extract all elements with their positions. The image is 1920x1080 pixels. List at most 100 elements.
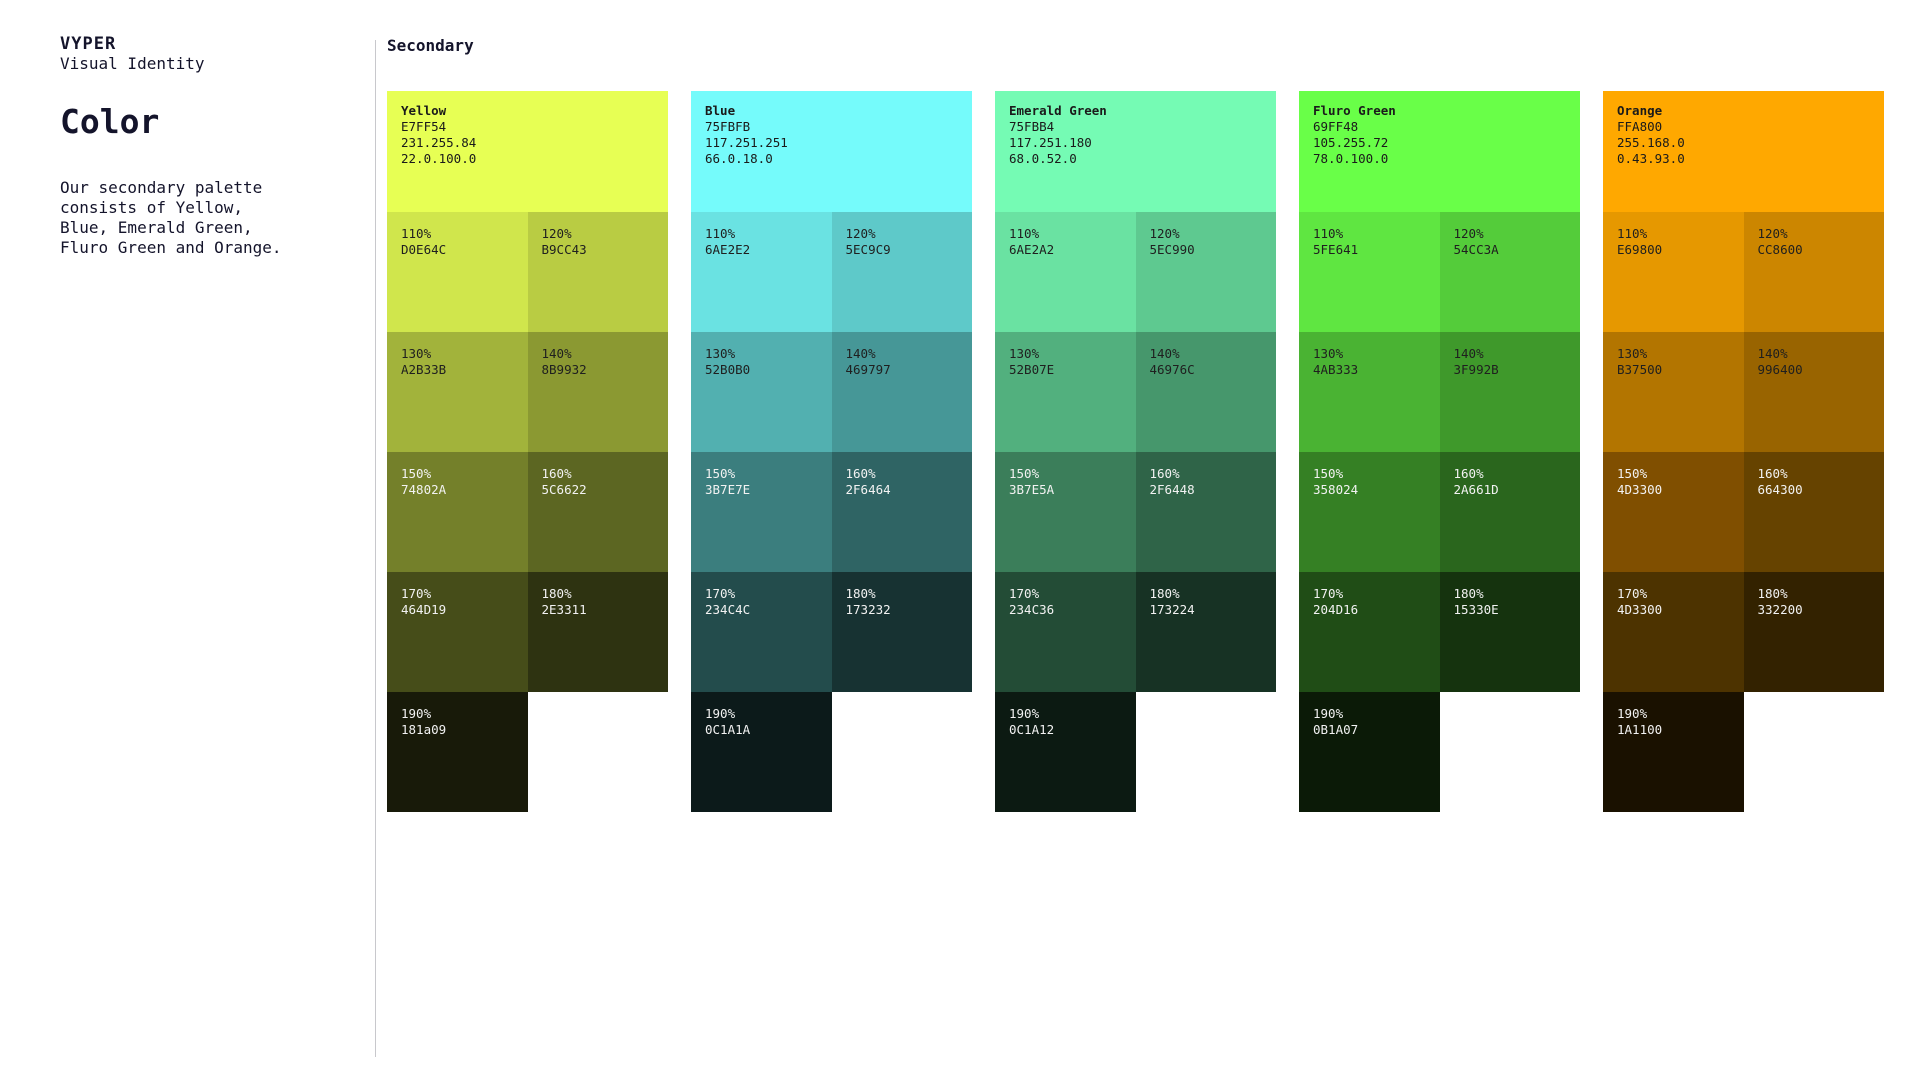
tint-percent: 130% (1313, 346, 1344, 361)
section-label: Secondary (387, 36, 474, 55)
tint-hex: 6AE2A2 (1009, 242, 1055, 257)
tint-percent: 160% (1453, 466, 1484, 481)
palette-yellow: Yellow E7FF54 231.255.84 22.0.100.0 110% D0E6… (387, 91, 668, 812)
palette-orange: Orange FFA800 255.168.0 0.43.93.0 110% E69800… (1603, 91, 1884, 812)
tint-percent: 160% (541, 466, 572, 481)
tint-swatch: 190% 0B1A07 (1299, 692, 1440, 812)
tint-swatch: 120% 54CC3A (1439, 212, 1580, 332)
tint-swatch: 130% 52B07E (995, 332, 1136, 452)
tint-hex: 0C1A12 (1009, 722, 1055, 737)
tint-swatch: 160% 2A661D (1439, 452, 1580, 572)
tint-percent: 190% (1617, 706, 1648, 721)
tint-hex: 5EC9C9 (845, 242, 891, 257)
tint-hex: B37500 (1617, 362, 1663, 377)
swatch-hex: E7FF54 (401, 119, 447, 134)
tint-swatch: 140% 8B9932 (527, 332, 668, 452)
tint-percent: 120% (845, 226, 876, 241)
brand-subtitle: Visual Identity (60, 54, 205, 73)
page-title: Color (60, 102, 160, 141)
swatch-name: Blue (705, 103, 736, 118)
tint-percent: 130% (401, 346, 432, 361)
tint-swatch: 140% 46976C (1135, 332, 1276, 452)
tint-swatch: 160% 664300 (1743, 452, 1884, 572)
tint-grid: 110% 5FE641 120% 54CC3A 130% 4AB333 140% 3F992B… (1299, 212, 1580, 812)
tint-swatch: 110% D0E64C (387, 212, 528, 332)
tint-swatch: 130% 52B0B0 (691, 332, 832, 452)
swatch-rgb: 105.255.72 (1313, 135, 1389, 150)
tint-hex: A2B33B (401, 362, 447, 377)
swatch-cmyk: 22.0.100.0 (401, 151, 477, 166)
base-swatch: Emerald Green 75FBB4 117.251.180 68.0.52.0 (995, 91, 1276, 212)
vertical-divider (375, 40, 376, 1057)
tint-swatch: 170% 234C4C (691, 572, 832, 692)
tint-hex: 52B07E (1009, 362, 1055, 377)
tint-swatch: 110% E69800 (1603, 212, 1744, 332)
tint-hex: 2E3311 (541, 602, 587, 617)
tint-percent: 150% (1617, 466, 1648, 481)
swatch-cmyk: 0.43.93.0 (1617, 151, 1685, 166)
tint-grid: 110% 6AE2E2 120% 5EC9C9 130% 52B0B0 140% 469797… (691, 212, 972, 812)
palette-blue: Blue 75FBFB 117.251.251 66.0.18.0 110% 6AE2E2… (691, 91, 972, 812)
tint-swatch: 180% 2E3311 (527, 572, 668, 692)
tint-hex: 8B9932 (541, 362, 587, 377)
tint-swatch: 160% 2F6464 (831, 452, 972, 572)
tint-hex: CC8600 (1757, 242, 1803, 257)
base-swatch: Blue 75FBFB 117.251.251 66.0.18.0 (691, 91, 972, 212)
tint-swatch: 140% 469797 (831, 332, 972, 452)
tint-hex: 3F992B (1453, 362, 1499, 377)
tint-swatch: 180% 173232 (831, 572, 972, 692)
tint-swatch: 130% B37500 (1603, 332, 1744, 452)
tint-swatch: 140% 3F992B (1439, 332, 1580, 452)
tint-swatch: 110% 6AE2A2 (995, 212, 1136, 332)
tint-hex: 4AB333 (1313, 362, 1359, 377)
tint-hex: 4D3300 (1617, 602, 1663, 617)
tint-swatch: 170% 4D3300 (1603, 572, 1744, 692)
tint-hex: 332200 (1757, 602, 1803, 617)
tint-swatch: 150% 3B7E7E (691, 452, 832, 572)
tint-hex: E69800 (1617, 242, 1663, 257)
swatch-name: Fluro Green (1313, 103, 1396, 118)
tint-percent: 150% (401, 466, 432, 481)
base-swatch: Fluro Green 69FF48 105.255.72 78.0.100.0 (1299, 91, 1580, 212)
tint-swatch: 120% B9CC43 (527, 212, 668, 332)
tint-percent: 140% (1757, 346, 1788, 361)
sidebar: VYPER Visual Identity Color Our secondar… (60, 34, 360, 258)
swatch-cmyk: 68.0.52.0 (1009, 151, 1077, 166)
swatch-hex: FFA800 (1617, 119, 1663, 134)
tint-percent: 170% (401, 586, 432, 601)
tint-swatch: 120% 5EC990 (1135, 212, 1276, 332)
tint-hex: 2F6464 (845, 482, 891, 497)
tint-swatch: 170% 204D16 (1299, 572, 1440, 692)
tint-swatch: 180% 173224 (1135, 572, 1276, 692)
tint-hex: 0B1A07 (1313, 722, 1359, 737)
tint-percent: 160% (1757, 466, 1788, 481)
tint-percent: 120% (1757, 226, 1788, 241)
tint-swatch: 140% 996400 (1743, 332, 1884, 452)
swatch-hex: 69FF48 (1313, 119, 1359, 134)
tint-percent: 180% (1149, 586, 1180, 601)
tint-hex: 173232 (845, 602, 891, 617)
tint-hex: 2A661D (1453, 482, 1499, 497)
tint-percent: 150% (1313, 466, 1344, 481)
tint-hex: 1A1100 (1617, 722, 1663, 737)
tint-percent: 130% (705, 346, 736, 361)
brand-name: VYPER (60, 34, 117, 54)
tint-percent: 110% (705, 226, 736, 241)
tint-percent: 130% (1617, 346, 1648, 361)
tint-hex: 5EC990 (1149, 242, 1195, 257)
tint-hex: 469797 (845, 362, 891, 377)
tint-swatch: 190% 0C1A12 (995, 692, 1136, 812)
tint-hex: 74802A (401, 482, 447, 497)
tint-percent: 160% (845, 466, 876, 481)
tint-percent: 190% (1313, 706, 1344, 721)
tint-percent: 110% (1617, 226, 1648, 241)
tint-swatch: 150% 74802A (387, 452, 528, 572)
tint-hex: 15330E (1453, 602, 1499, 617)
tint-hex: 3B7E5A (1009, 482, 1055, 497)
tint-percent: 190% (1009, 706, 1040, 721)
tint-hex: 2F6448 (1149, 482, 1195, 497)
tint-swatch: 110% 6AE2E2 (691, 212, 832, 332)
swatch-name: Yellow (401, 103, 447, 118)
base-swatch: Orange FFA800 255.168.0 0.43.93.0 (1603, 91, 1884, 212)
tint-hex: 204D16 (1313, 602, 1359, 617)
